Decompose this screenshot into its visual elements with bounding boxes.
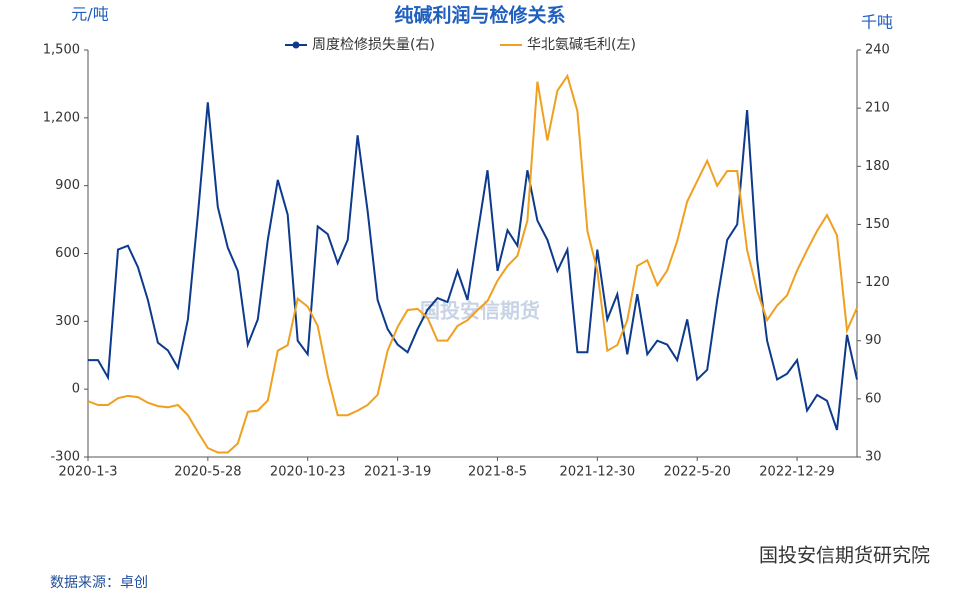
- y-tick-label: 900: [55, 178, 80, 193]
- y2-tick-label: 30: [865, 450, 882, 465]
- y2-tick-label: 240: [865, 43, 890, 58]
- y2-tick-label: 210: [865, 101, 890, 116]
- series-line: [87, 73, 858, 454]
- y-tick-label: 300: [55, 314, 80, 329]
- watermark: 国投安信期货: [420, 299, 540, 323]
- y2-tick-label: 180: [865, 159, 890, 174]
- y2-tick-label: 120: [865, 275, 890, 290]
- y-tick-label: 0: [72, 382, 80, 397]
- series-line: [88, 102, 858, 431]
- y2-tick-label: 60: [865, 391, 882, 406]
- x-tick-label: 2020-1-3: [58, 465, 117, 480]
- x-tick-label: 2021-12-30: [560, 465, 636, 480]
- y-axis-label: 元/吨: [71, 5, 108, 24]
- x-tick-label: 2022-5-20: [664, 465, 731, 480]
- x-tick-label: 2021-8-5: [468, 465, 527, 480]
- chart-title: 纯碱利润与检修关系: [394, 4, 565, 27]
- y2-axis-label: 千吨: [861, 13, 893, 32]
- footer-brand: 国投安信期货研究院: [759, 545, 930, 567]
- y2-tick-label: 90: [865, 333, 882, 348]
- y-tick-label: 1,500: [43, 43, 80, 58]
- x-tick-label: 2021-3-19: [364, 465, 431, 480]
- y-tick-label: 600: [55, 246, 80, 261]
- x-tick-label: 2020-10-23: [270, 465, 346, 480]
- y-tick-label: -300: [50, 450, 80, 465]
- y2-tick-label: 150: [865, 217, 890, 232]
- legend-marker: [292, 41, 300, 49]
- y-tick-label: 1,200: [43, 110, 80, 125]
- legend-label: 周度检修损失量(右): [312, 37, 435, 53]
- x-tick-label: 2022-12-29: [759, 465, 835, 480]
- legend-label: 华北氨碱毛利(左): [527, 37, 636, 53]
- source: 数据来源：卓创: [50, 575, 148, 591]
- x-tick-label: 2020-5-28: [174, 465, 241, 480]
